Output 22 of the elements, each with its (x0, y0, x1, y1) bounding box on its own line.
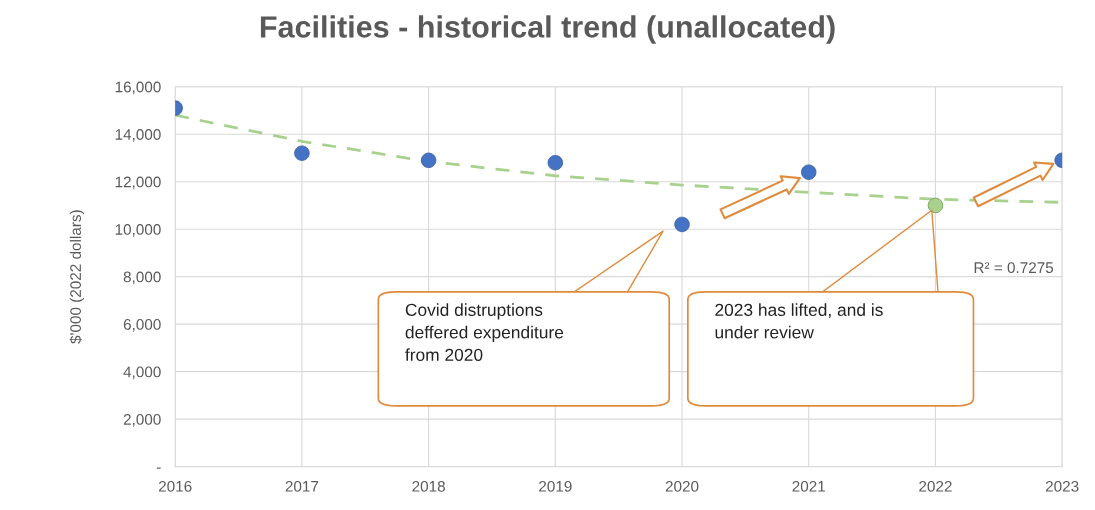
annotation: R² = 0.7275 (974, 262, 1054, 274)
y-tick-label: 4,000 (123, 366, 161, 380)
annotation: Covid distruptions deffered expenditure from 2020 (405, 303, 564, 361)
annotation: 2023 has lifted, and is under review (715, 303, 883, 339)
y-tick-label: 2,000 (123, 414, 161, 427)
y-tick-label: 8,000 (123, 271, 161, 285)
y-tick-label: 14,000 (115, 129, 161, 142)
x-tick-label: 2020 (665, 480, 699, 492)
chart-title: Facilities - historical trend (unallocated) (260, 15, 835, 44)
x-tick-label: 2016 (158, 480, 192, 492)
x-tick-label: 2019 (539, 480, 572, 492)
y-tick-label: 16,000 (115, 81, 161, 95)
y-axis-title: $'000 (2022 dollars) (69, 210, 85, 344)
x-tick-label: 2022 (919, 480, 952, 492)
y-tick-label: 10,000 (115, 224, 161, 237)
x-tick-label: 2018 (412, 480, 445, 492)
x-tick-label: 2021 (792, 480, 825, 492)
y-tick-label: - (156, 467, 161, 469)
x-tick-label: 2017 (285, 480, 319, 492)
x-tick-label: 2023 (1045, 480, 1079, 492)
y-tick-label: 6,000 (123, 319, 161, 332)
y-tick-label: 12,000 (115, 176, 161, 190)
